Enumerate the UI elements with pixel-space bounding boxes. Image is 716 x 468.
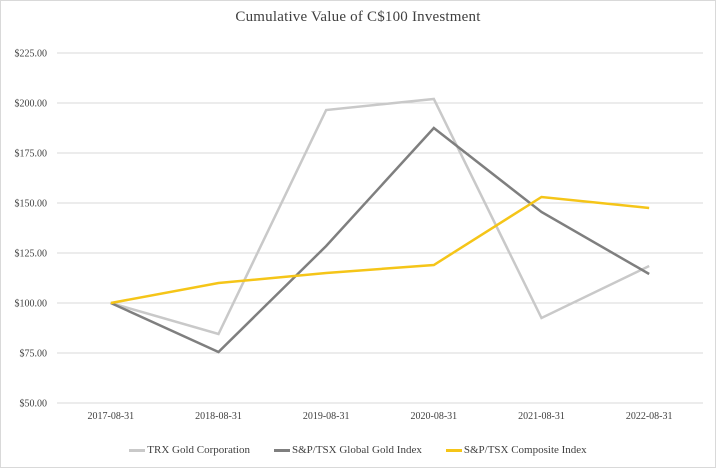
- y-tick-label: $175.00: [15, 149, 48, 160]
- legend: TRX Gold Corporation S&P/TSX Global Gold…: [1, 444, 715, 456]
- x-tick-label: 2020-08-31: [410, 411, 457, 422]
- series-line-0: [110, 97, 650, 336]
- x-tick-label: 2021-08-31: [518, 411, 565, 422]
- legend-swatch-composite: [445, 448, 462, 452]
- y-tick-label: $200.00: [15, 99, 48, 110]
- legend-swatch-global-gold: [273, 448, 290, 452]
- y-axis-ticks: $50.00 $75.00 $100.00 $125.00 $150.00 $175.00…: [15, 49, 48, 410]
- series-line-1: [110, 126, 650, 354]
- series-line-2: [110, 195, 650, 305]
- y-tick-label: $225.00: [15, 49, 48, 60]
- x-tick-label: 2017-08-31: [87, 411, 134, 422]
- series-lines: [110, 97, 650, 354]
- chart-title: Cumulative Value of C$100 Investment: [235, 9, 481, 25]
- x-tick-label: 2019-08-31: [303, 411, 350, 422]
- legend-swatch-trx: [129, 448, 146, 452]
- gridlines: [57, 52, 703, 404]
- line-chart: $50.00 $75.00 $100.00 $125.00 $150.00 $175.00…: [15, 49, 703, 422]
- y-tick-label: $75.00: [20, 349, 48, 360]
- legend-label-trx: TRX Gold Corporation: [147, 444, 250, 456]
- legend-label-composite: S&P/TSX Composite Index: [463, 444, 587, 456]
- legend-item-trx: TRX Gold Corporation: [129, 444, 250, 456]
- x-tick-label: 2022-08-31: [626, 411, 673, 422]
- legend-item-global-gold: S&P/TSX Global Gold Index: [273, 444, 422, 456]
- y-tick-label: $50.00: [20, 399, 48, 410]
- y-tick-label: $125.00: [15, 249, 48, 260]
- legend-item-composite: S&P/TSX Composite Index: [445, 444, 587, 456]
- x-tick-label: 2018-08-31: [195, 411, 242, 422]
- x-axis-ticks: 2017-08-31 2018-08-31 2019-08-31 2020-08-31…: [87, 411, 672, 422]
- y-tick-label: $100.00: [15, 299, 48, 310]
- legend-label-global-gold: S&P/TSX Global Gold Index: [291, 444, 422, 456]
- y-tick-label: $150.00: [15, 199, 48, 210]
